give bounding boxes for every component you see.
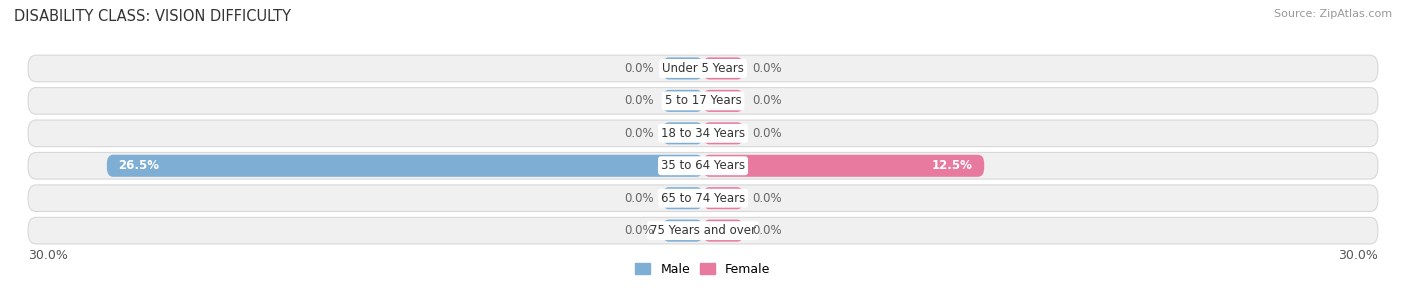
Text: 0.0%: 0.0% — [752, 224, 782, 237]
Text: 35 to 64 Years: 35 to 64 Years — [661, 159, 745, 172]
FancyBboxPatch shape — [662, 187, 703, 209]
Text: 0.0%: 0.0% — [624, 62, 654, 75]
Text: DISABILITY CLASS: VISION DIFFICULTY: DISABILITY CLASS: VISION DIFFICULTY — [14, 9, 291, 24]
FancyBboxPatch shape — [703, 220, 744, 242]
Text: 0.0%: 0.0% — [624, 192, 654, 205]
Text: 30.0%: 30.0% — [28, 249, 67, 262]
Text: 0.0%: 0.0% — [624, 127, 654, 140]
FancyBboxPatch shape — [28, 120, 1378, 147]
FancyBboxPatch shape — [662, 57, 703, 80]
Text: 0.0%: 0.0% — [752, 127, 782, 140]
Text: 0.0%: 0.0% — [752, 94, 782, 107]
FancyBboxPatch shape — [28, 152, 1378, 179]
Text: 5 to 17 Years: 5 to 17 Years — [665, 94, 741, 107]
Text: 0.0%: 0.0% — [752, 192, 782, 205]
FancyBboxPatch shape — [107, 155, 703, 177]
FancyBboxPatch shape — [662, 90, 703, 112]
Text: 75 Years and over: 75 Years and over — [650, 224, 756, 237]
Text: 0.0%: 0.0% — [624, 224, 654, 237]
Text: 0.0%: 0.0% — [624, 94, 654, 107]
FancyBboxPatch shape — [703, 57, 744, 80]
Text: 12.5%: 12.5% — [932, 159, 973, 172]
FancyBboxPatch shape — [662, 122, 703, 144]
FancyBboxPatch shape — [28, 88, 1378, 114]
FancyBboxPatch shape — [28, 217, 1378, 244]
Text: 18 to 34 Years: 18 to 34 Years — [661, 127, 745, 140]
FancyBboxPatch shape — [703, 122, 744, 144]
Text: Source: ZipAtlas.com: Source: ZipAtlas.com — [1274, 9, 1392, 19]
Text: 0.0%: 0.0% — [752, 62, 782, 75]
Text: Under 5 Years: Under 5 Years — [662, 62, 744, 75]
Text: 65 to 74 Years: 65 to 74 Years — [661, 192, 745, 205]
FancyBboxPatch shape — [703, 90, 744, 112]
Legend: Male, Female: Male, Female — [630, 258, 776, 281]
FancyBboxPatch shape — [28, 185, 1378, 211]
Text: 30.0%: 30.0% — [1339, 249, 1378, 262]
FancyBboxPatch shape — [703, 187, 744, 209]
Text: 26.5%: 26.5% — [118, 159, 159, 172]
FancyBboxPatch shape — [703, 155, 984, 177]
FancyBboxPatch shape — [28, 55, 1378, 82]
FancyBboxPatch shape — [662, 220, 703, 242]
